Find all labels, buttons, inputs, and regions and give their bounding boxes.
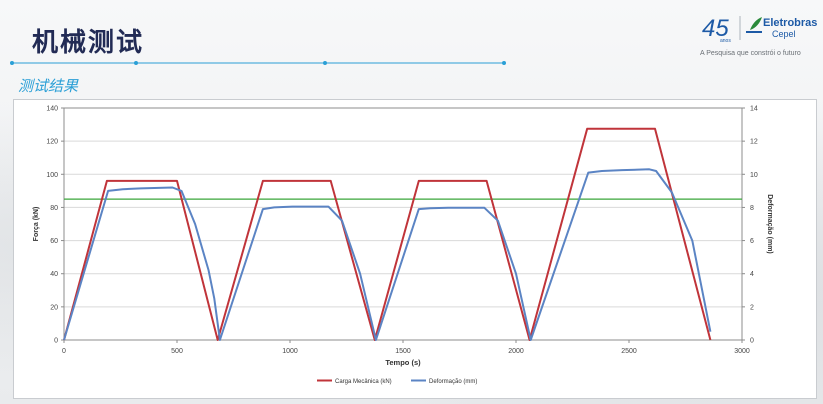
y-right-tick-label: 0: [750, 338, 754, 345]
underline-dot: [134, 61, 138, 65]
logo-anniversary-sub: anos: [720, 38, 731, 44]
y-left-tick-label: 100: [46, 172, 58, 179]
legend-label-2: Deformação (mm): [429, 379, 477, 385]
y-right-tick-label: 6: [750, 238, 754, 245]
title-underline: [10, 61, 506, 65]
y-left-tick-label: 40: [50, 271, 58, 278]
y-right-tick-label: 12: [750, 139, 758, 146]
chart-panel: 0 500 1000 1500 2000 2500 3000 0 20 40 60 80 100 120 1…: [13, 99, 817, 399]
x-tick-label: 0: [62, 348, 66, 355]
y-right-tick-label: 4: [750, 271, 754, 278]
x-tick-label: 2000: [508, 348, 524, 355]
x-tick-label: 500: [171, 348, 183, 355]
series-line-1: [63, 127, 712, 341]
logo-anniversary-number: 45: [702, 15, 729, 42]
underline-dot: [323, 61, 327, 65]
x-tick-label: 1500: [395, 348, 411, 355]
x-tick-label: 1000: [282, 348, 298, 355]
series-line-2: [63, 168, 712, 341]
y-left-tick-label: 0: [54, 338, 58, 345]
y-left-tick-label: 20: [50, 304, 58, 311]
eletrobras-logo: 45 anos: [702, 15, 762, 44]
y-right-tick-label: 8: [750, 205, 754, 212]
y-left-tick-label: 60: [50, 238, 58, 245]
y-right-tick-label: 14: [750, 106, 758, 113]
slide-subtitle: 测试结果: [18, 77, 79, 95]
y-left-tick-label: 140: [46, 106, 58, 113]
x-tick-label: 2500: [621, 348, 637, 355]
legend-label-1: Carga Mecânica (kN): [335, 379, 392, 385]
logo-brand-name: Eletrobras: [763, 17, 818, 29]
x-axis-label: Tempo (s): [385, 358, 421, 367]
plot-area-border: [63, 107, 743, 341]
y-right-tick-label: 2: [750, 304, 754, 311]
x-tick-label: 3000: [734, 348, 750, 355]
line-chart: 0 500 1000 1500 2000 2500 30000204060801001201…: [33, 106, 773, 386]
y-left-tick-label: 120: [46, 139, 58, 146]
underline-dot: [502, 61, 506, 65]
y-right-tick-label: 10: [750, 172, 758, 179]
y-left-tick-label: 80: [50, 205, 58, 212]
slide-title: 机械测试: [32, 28, 145, 58]
y-right-axis-label: Deformação (mm): [766, 194, 773, 254]
logo-brand-sub: Cepel: [772, 29, 796, 39]
logo-tagline: A Pesquisa que constrói o futuro: [700, 50, 801, 57]
underline-dot: [10, 61, 14, 65]
eletrobras-leaf-icon: [750, 17, 762, 30]
y-left-axis-label: Força (kN): [33, 207, 40, 242]
